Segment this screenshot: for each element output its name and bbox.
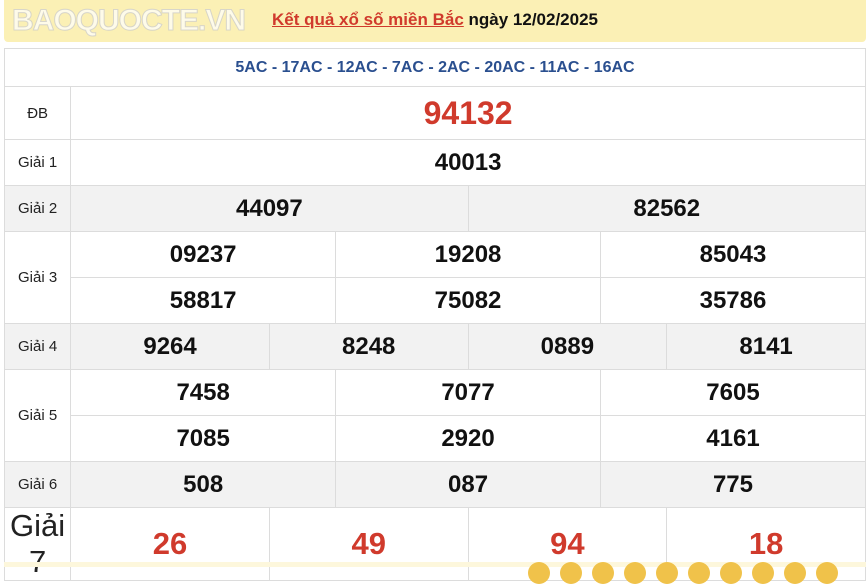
dot-icon [624,562,646,584]
prize-label: Giải 5 [3,369,72,462]
dot-icon [528,562,550,584]
dot-icon [720,562,742,584]
prize-number: 7605 [599,369,867,416]
dot-icon [816,562,838,584]
prize-number: 508 [70,461,337,508]
prize-number: 9264 [70,323,270,370]
page-header: Kết quả xổ số miền Bắc ngày 12/02/2025 [4,0,866,42]
prize-number: 775 [599,461,867,508]
prize-label: Giải 7 [3,507,72,581]
codes-row: 5AC - 17AC - 12AC - 7AC - 2AC - 20AC - 1… [4,48,866,87]
prize-label: Giải 6 [3,461,72,508]
prize-label: Giải 3 [3,231,72,324]
prize-row-g4: Giải 4 9264 8248 0889 8141 [3,323,866,370]
prize-number: 087 [335,461,601,508]
prize-row-db: ĐB 94132 [3,86,866,140]
prize-number: 40013 [70,139,866,186]
dot-icon [656,562,678,584]
results-link[interactable]: Kết quả xổ số miền Bắc [272,10,464,29]
prize-number: 8248 [268,323,469,370]
footer-strip [4,562,866,567]
prize-number: 75082 [335,277,601,324]
prize-row-g1: Giải 1 40013 [3,139,866,186]
prize-row-g6: Giải 6 508 087 775 [3,461,867,508]
prize-number: 2920 [335,415,601,462]
prize-number: 49 [268,507,469,581]
dot-icon [560,562,582,584]
prize-number: 82562 [467,185,867,232]
prize-number: 19208 [335,231,601,278]
codes: 5AC - 17AC - 12AC - 7AC - 2AC - 20AC - 1… [4,48,866,87]
prize-label: Giải 1 [3,139,72,186]
dot-icon [784,562,806,584]
prize-row-g5b: 7085 2920 4161 [5,415,867,462]
results-table: 5AC - 17AC - 12AC - 7AC - 2AC - 20AC - 1… [3,48,867,581]
header-date: ngày 12/02/2025 [463,10,599,29]
prize-label: Giải 4 [3,323,72,370]
special-prize-number: 94132 [70,86,866,140]
prize-number: 35786 [599,277,867,324]
prize-row-g5: Giải 5 7458 7077 7605 [3,369,867,462]
prize-number: 7085 [70,415,337,462]
prize-row-g3b: 58817 75082 35786 [5,277,867,324]
prize-number: 7458 [70,369,337,416]
prize-number: 44097 [70,185,469,232]
prize-label: ĐB [3,86,72,140]
prize-row-g3: Giải 3 09237 19208 85043 [3,231,867,324]
prize-number: 85043 [599,231,867,278]
prize-number: 0889 [467,323,668,370]
prize-number: 4161 [599,415,867,462]
dot-icon [752,562,774,584]
prize-number: 26 [70,507,270,581]
dot-icon [688,562,710,584]
prize-row-g2: Giải 2 44097 82562 [3,185,867,232]
prize-number: 7077 [335,369,601,416]
prize-number: 8141 [666,323,866,370]
prize-label: Giải 2 [3,185,72,232]
dot-icon [592,562,614,584]
prize-number: 58817 [70,277,337,324]
prize-number: 09237 [70,231,337,278]
